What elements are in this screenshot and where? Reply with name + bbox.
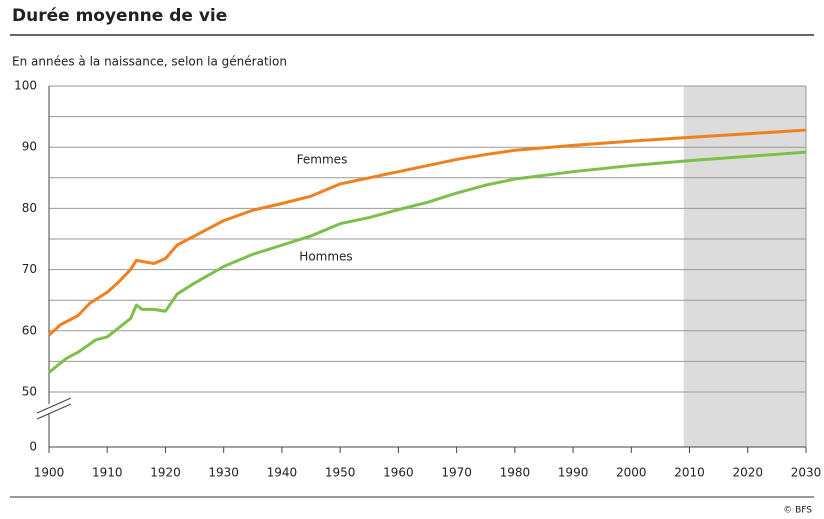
x-tick-label: 1920 xyxy=(150,466,181,480)
y-tick-label: 60 xyxy=(22,323,37,337)
x-tick-label: 2000 xyxy=(616,466,647,480)
forecast-band xyxy=(683,86,806,447)
x-tick-label: 2020 xyxy=(732,466,763,480)
series-line xyxy=(48,150,807,374)
chart-title: Durée moyenne de vie xyxy=(12,6,227,26)
x-tick-label: 1980 xyxy=(500,466,531,480)
x-tick-label: 2010 xyxy=(674,466,705,480)
y-tick-label: 80 xyxy=(22,201,37,215)
y-tick-label: 50 xyxy=(22,385,37,399)
series-label: Hommes xyxy=(299,250,352,264)
y-tick-label: 0 xyxy=(29,440,37,454)
x-tick-label: 2030 xyxy=(791,466,822,480)
subtitle: En années à la naissance, selon la génér… xyxy=(12,55,287,69)
x-tick-label: 1930 xyxy=(208,466,239,480)
axis-break xyxy=(36,403,72,420)
axis-break xyxy=(36,397,72,414)
series-line xyxy=(48,128,807,337)
x-tick-label: 1990 xyxy=(558,466,589,480)
series-label: Femmes xyxy=(297,153,348,167)
x-tick-label: 1910 xyxy=(92,466,123,480)
x-tick-label: 1950 xyxy=(325,466,356,480)
y-tick-label: 90 xyxy=(22,140,37,154)
y-tick-label: 100 xyxy=(14,79,37,93)
x-tick-label: 1970 xyxy=(441,466,472,480)
y-tick-label: 70 xyxy=(22,262,37,276)
source: © BFS xyxy=(783,506,812,516)
x-tick-label: 1960 xyxy=(383,466,414,480)
x-tick-label: 1940 xyxy=(267,466,298,480)
x-tick-label: 1900 xyxy=(34,466,65,480)
